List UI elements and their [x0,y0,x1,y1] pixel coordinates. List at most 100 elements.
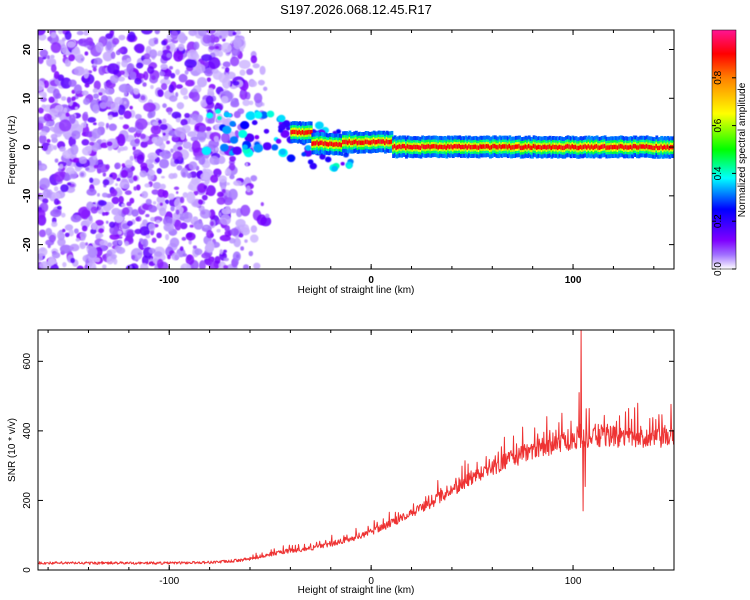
spectrogram-cell [179,246,184,251]
spectrogram-cell [53,145,58,151]
spectrogram-cell [561,145,565,151]
spectrogram-cell [184,59,197,68]
spectrogram-cell [124,190,132,196]
spectrogram-cell [161,40,167,46]
spectrogram-cell [61,228,66,233]
spectrogram-cell [508,143,512,149]
spectrogram-cell [226,182,230,186]
spectrogram-cell [314,141,318,146]
spectrogram-cell [229,136,239,144]
spectrogram-cell [112,37,120,45]
spectrogram-cell [42,198,49,204]
spectrogram-cell [135,118,148,130]
spectrogram-cell [105,164,110,170]
spectrogram-cell [109,30,115,37]
spectrogram-cell [429,144,433,150]
spectrogram-cell [161,150,171,160]
spectrogram-cell [162,132,166,136]
spectrogram-cell [203,185,208,190]
spectrogram-cell [48,96,55,104]
spectrogram-cell [309,162,317,170]
spectrogram-cell [54,158,59,163]
spectrogram-cell [340,142,344,148]
spectrogram-ytick-label: 0 [22,144,33,150]
spectrogram-cell [257,79,265,86]
spectrogram-cell [521,145,525,150]
spectrogram-cell [466,145,470,150]
spectrogram-cell [219,234,231,242]
spectrogram-cell [43,187,49,192]
spectrogram-cell [221,207,232,215]
spectrogram-cell [367,140,371,145]
spectrogram-cell [634,144,638,149]
spectrogram-cell [175,92,179,98]
spectrogram-cell [38,229,47,238]
spectrogram-cell [358,140,362,145]
spectrogram-cell [63,54,67,58]
spectrogram-cell [316,140,320,145]
spectrogram-cell [175,84,183,89]
spectrogram-cell [52,88,60,99]
spectrogram-cell [645,143,649,149]
spectrogram-cell [53,70,60,80]
spectrogram-cell [141,30,153,35]
spectrogram-cell [223,111,230,117]
spectrogram-cell [72,46,80,55]
spectrogram-cell [38,33,47,41]
spectrogram-cell [82,112,89,122]
spectrogram-cell [159,202,163,206]
spectrogram-cell [348,139,352,144]
spectrogram-cell [139,133,146,140]
spectrogram-cell [589,145,592,150]
spectrogram-cell [242,99,250,107]
spectrogram-cell [48,234,56,243]
spectrogram-cell [400,144,404,150]
spectrogram-cell [99,239,109,247]
spectrogram-cell [285,126,291,131]
spectrogram-cell [300,130,303,136]
spectrogram-cell [600,144,604,149]
spectrogram-cell [120,169,128,178]
spectrogram-cell [134,77,142,85]
spectrogram-cell [162,103,167,109]
spectrogram-cell [222,125,232,135]
spectrogram-cell [89,177,94,184]
spectrogram-cell [101,192,109,198]
spectrogram-cell [233,180,242,186]
spectrogram-cell [605,145,609,150]
spectrogram-cell [253,92,263,104]
spectrogram-cell [301,129,305,135]
spectrogram-cell [38,247,48,257]
spectrogram-cell [89,141,95,146]
spectrogram-cell [568,144,572,149]
spectrogram-cell [262,142,272,151]
spectrogram-cell [519,145,523,151]
spectrogram-cell [458,143,462,149]
spectrogram-cell [291,129,295,135]
spectrogram-cell [192,245,197,249]
spectrogram-cell [220,95,229,104]
spectrogram-cell [92,67,97,72]
spectrogram-cell [223,257,229,262]
spectrogram-cell [114,215,124,223]
spectrogram-cell [524,144,528,149]
spectrogram-cell [571,144,575,149]
spectrogram-cell [42,165,47,170]
spectrogram-cell [60,77,72,89]
spectrogram-cell [196,130,207,141]
snr-xtick-label: 100 [565,576,582,587]
spectrogram-ytick-label: 20 [22,44,33,56]
spectrogram-cell [60,96,67,101]
spectrogram-frame [37,29,675,270]
spectrogram-cell [136,62,144,69]
spectrogram-cell [173,186,180,191]
spectrogram-cell [419,145,423,150]
spectrogram-cell [573,145,576,150]
spectrogram-cell [47,244,51,249]
spectrogram-cell [228,237,236,244]
spectrogram-xtick-label: 100 [565,275,582,286]
spectrogram-cell [123,110,132,119]
spectrogram-cell [364,139,368,144]
spectrogram-cell [134,138,140,144]
spectrogram-cell [122,207,130,215]
